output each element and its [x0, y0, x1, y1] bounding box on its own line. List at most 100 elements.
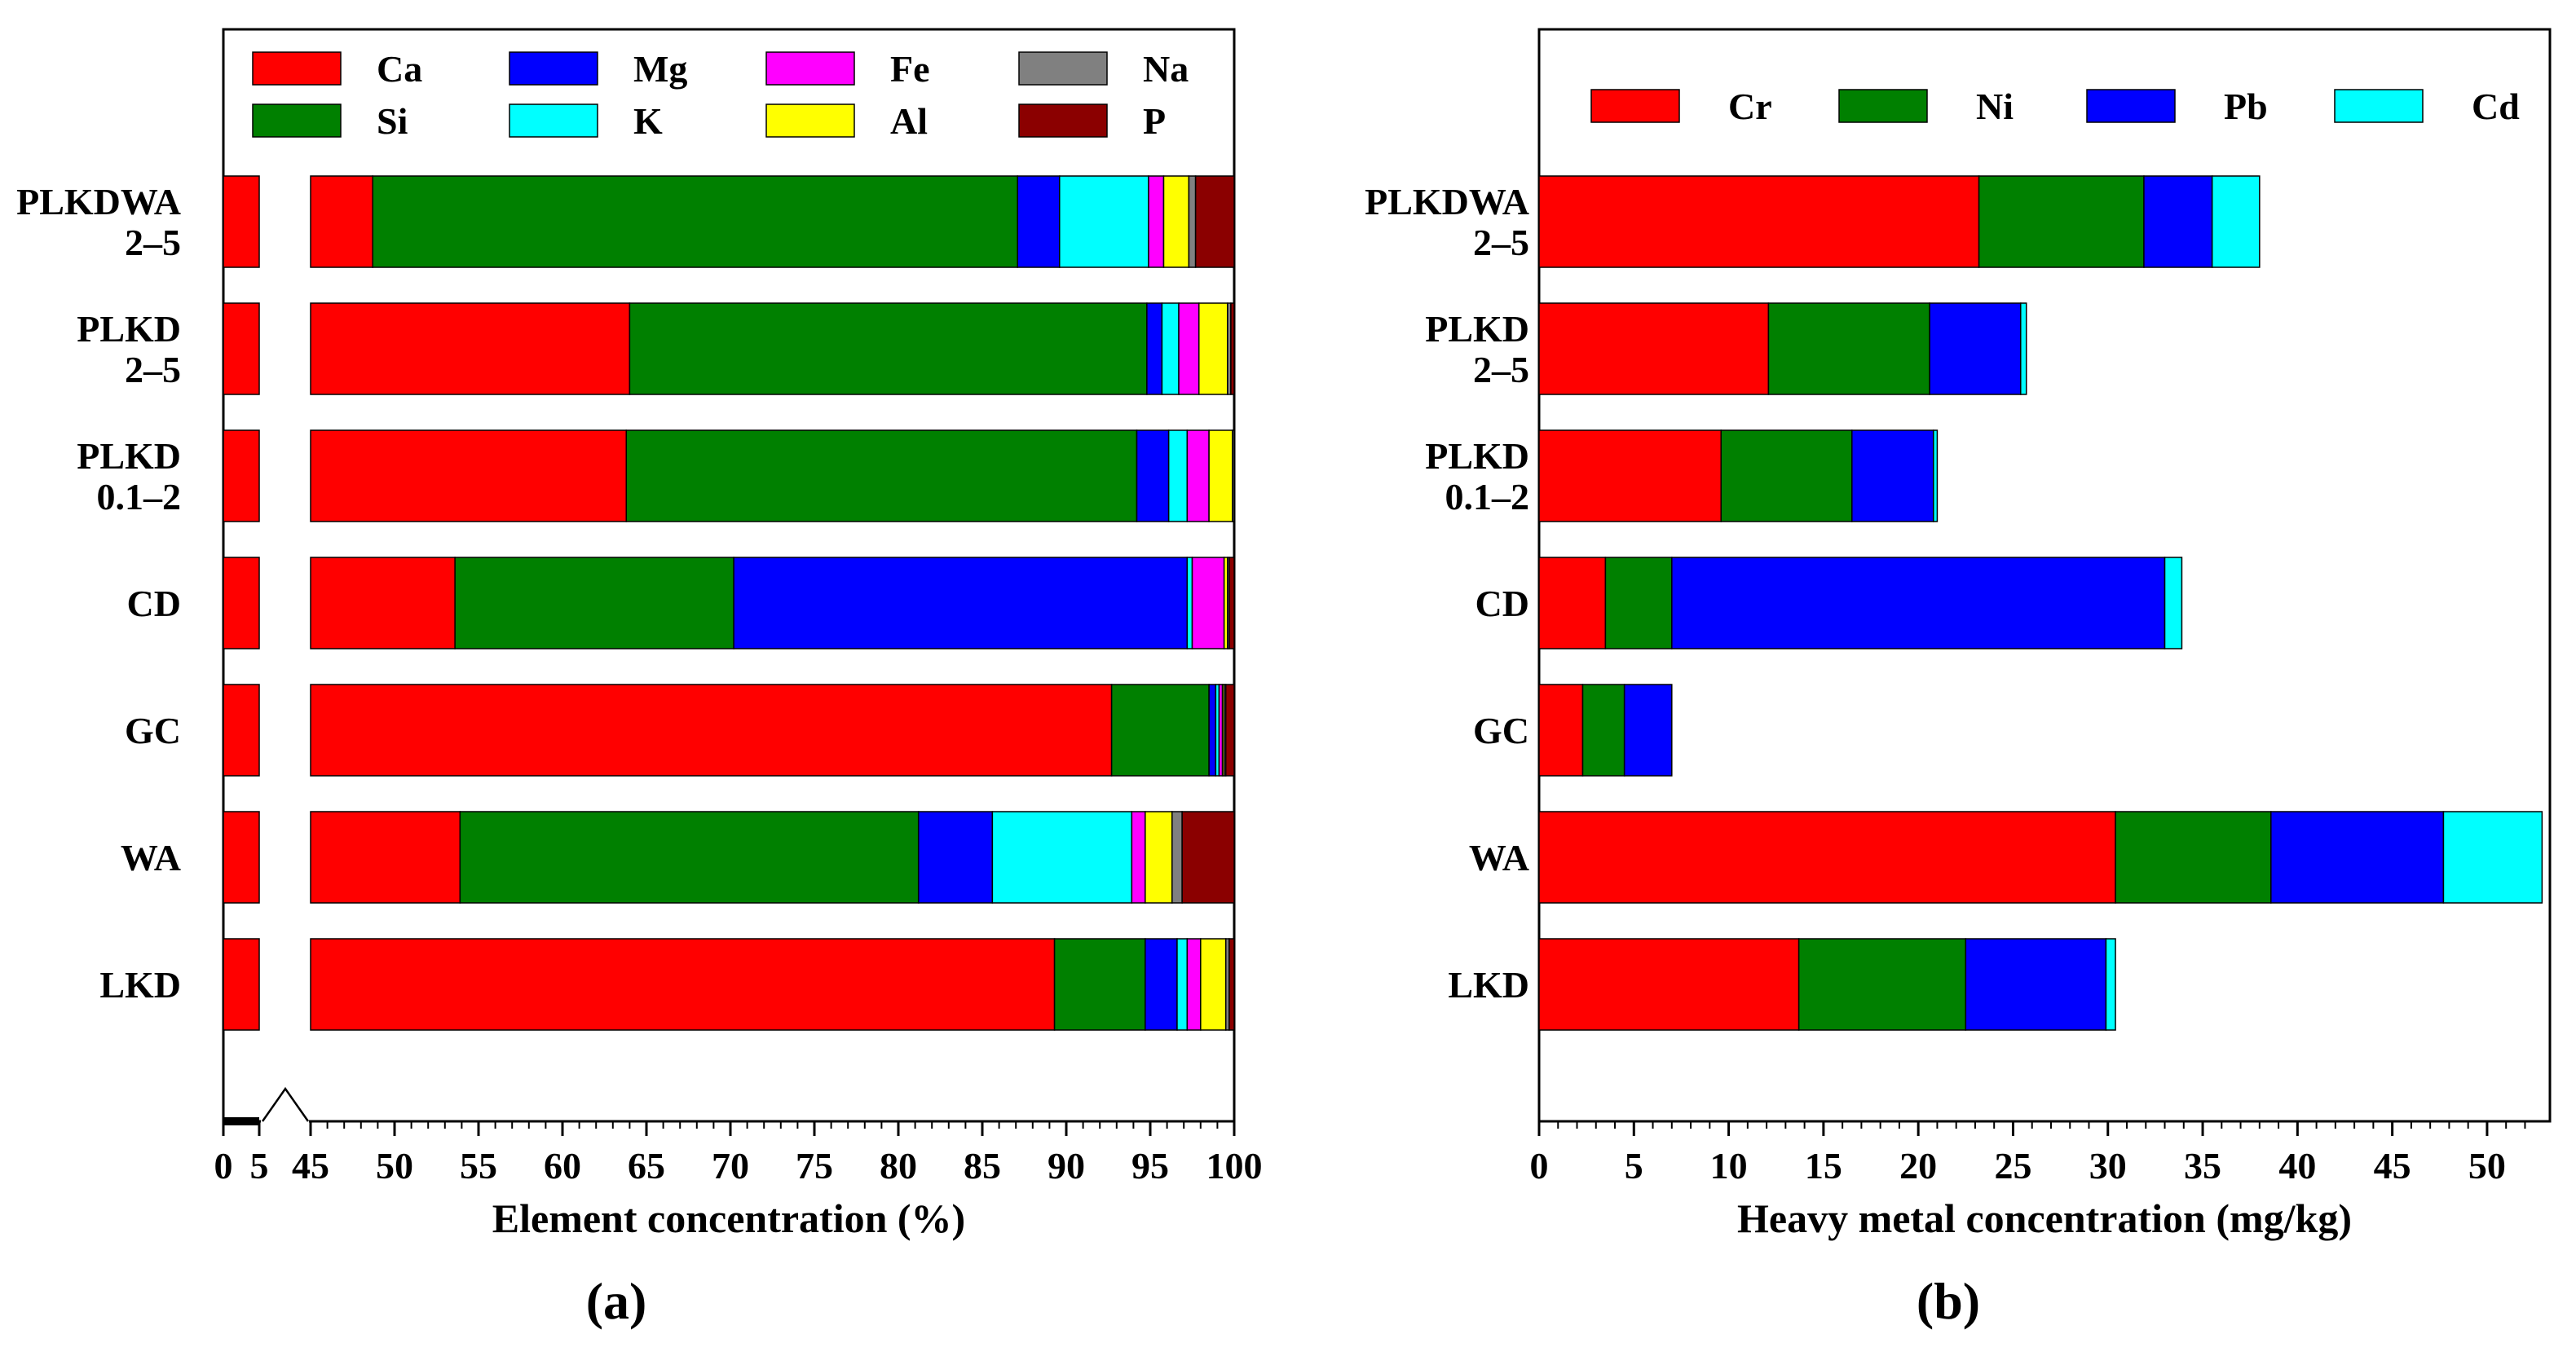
bar-wa-mg: [917, 811, 994, 904]
bar-plkd-2-5-pb: [1929, 302, 2022, 395]
bar-cd-si: [454, 557, 734, 649]
bar-plkdwa-2-5-fe: [1148, 175, 1165, 268]
category-label-lkd: LKD: [99, 964, 181, 1006]
category-label-plkd-2-5-line2: 2–5: [125, 349, 181, 390]
bar-wa-na: [1171, 811, 1183, 904]
bar-wa-ca-left: [223, 811, 260, 904]
bar-gc-mg: [1208, 684, 1217, 777]
bar-plkd-2-5-p: [1230, 302, 1235, 395]
bar-gc-ni: [1581, 684, 1625, 777]
category-label-gc: GC: [1473, 710, 1529, 751]
panel-a-label: (a): [586, 1272, 647, 1330]
category-label-plkd-2-5-line2: 2–5: [1473, 349, 1529, 390]
bar-lkd-ca-left: [223, 938, 260, 1031]
bar-wa-cd: [2442, 811, 2543, 904]
bar-plkd-0-1-2-k: [1167, 429, 1189, 522]
category-label-plkdwa-2-5-line2: 2–5: [125, 222, 181, 263]
bar-lkd-fe: [1186, 938, 1202, 1031]
legend-swatch-pb: [2086, 89, 2176, 123]
bar-cd-pb: [1671, 557, 2166, 649]
x-tick-label-30: 30: [2089, 1145, 2127, 1186]
legend-label-p: P: [1143, 100, 1166, 142]
bar-plkd-2-5-k: [1161, 302, 1180, 395]
category-label-cd: CD: [1475, 583, 1529, 624]
bar-plkd-2-5-ca-left: [223, 302, 260, 395]
bar-wa-ni: [2115, 811, 2272, 904]
legend-label-ca: Ca: [377, 48, 422, 90]
x-tick-label-70: 70: [712, 1145, 749, 1186]
bar-plkd-0-1-2-fe: [1186, 429, 1210, 522]
legend-swatch-p: [1018, 103, 1108, 138]
bar-plkdwa-2-5-k: [1059, 175, 1149, 268]
x-tick-label-80: 80: [880, 1145, 917, 1186]
x-axis-label: Heavy metal concentration (mg/kg): [1737, 1195, 2352, 1241]
x-tick-label-90: 90: [1048, 1145, 1085, 1186]
bar-plkd-0-1-2-si: [625, 429, 1138, 522]
bar-cd-k: [1186, 557, 1193, 649]
panel-b-label: (b): [1917, 1272, 1980, 1330]
category-label-plkd-0-1-2: PLKD: [77, 435, 181, 477]
category-label-plkd-2-5: PLKD: [1425, 308, 1529, 350]
x-tick-label-15: 15: [1805, 1145, 1842, 1186]
x-tick-label-35: 35: [2184, 1145, 2221, 1186]
legend-swatch-cd: [2334, 89, 2424, 123]
category-label-cd: CD: [127, 583, 181, 624]
bar-gc-ca-left: [223, 684, 260, 777]
x-tick-label-0: 0: [214, 1145, 233, 1186]
legend-label-pb: Pb: [2224, 86, 2268, 127]
category-label-wa: WA: [121, 837, 181, 878]
bar-plkd-2-5-ni: [1767, 302, 1930, 395]
x-tick-label-95: 95: [1131, 1145, 1169, 1186]
bar-plkd-2-5-cd: [2020, 302, 2027, 395]
x-tick-label-100: 100: [1206, 1145, 1263, 1186]
bar-wa-fe: [1131, 811, 1146, 904]
bar-cd-cr: [1538, 557, 1607, 649]
axis-break-bar: [223, 1117, 259, 1125]
bar-cd-ca-left: [223, 557, 260, 649]
x-tick-label-25: 25: [1994, 1145, 2031, 1186]
bar-cd-mg: [733, 557, 1189, 649]
legend-swatch-ni: [1838, 89, 1928, 123]
x-tick-label-50: 50: [376, 1145, 413, 1186]
bar-wa-cr: [1538, 811, 2116, 904]
category-label-gc: GC: [125, 710, 181, 751]
bar-wa-si: [459, 811, 920, 904]
bar-plkdwa-2-5-al: [1162, 175, 1190, 268]
category-label-lkd: LKD: [1448, 964, 1529, 1006]
bar-plkd-0-1-2-na: [1232, 429, 1235, 522]
x-tick-label-20: 20: [1899, 1145, 1937, 1186]
bar-plkdwa-2-5-pb: [2143, 175, 2213, 268]
bar-lkd-si: [1053, 938, 1146, 1031]
bar-plkd-0-1-2-ca-left: [223, 429, 260, 522]
bar-cd-fe: [1191, 557, 1225, 649]
bar-wa-al: [1145, 811, 1173, 904]
bar-lkd-p: [1228, 938, 1235, 1031]
category-label-wa: WA: [1469, 837, 1529, 878]
bar-plkd-0-1-2-cr: [1538, 429, 1722, 522]
bar-plkd-0-1-2-al: [1208, 429, 1233, 522]
bar-plkd-2-5-ca: [310, 302, 631, 395]
bar-plkd-2-5-si: [629, 302, 1148, 395]
bar-lkd-pb: [1965, 938, 2107, 1031]
x-tick-label-5: 5: [1625, 1145, 1643, 1186]
category-label-plkdwa-2-5-line2: 2–5: [1473, 222, 1529, 263]
bar-plkdwa-2-5-cr: [1538, 175, 1980, 268]
legend-label-cr: Cr: [1728, 86, 1772, 127]
bar-cd-p: [1228, 557, 1235, 649]
bar-wa-k: [991, 811, 1133, 904]
bar-plkd-2-5-cr: [1538, 302, 1770, 395]
bar-plkdwa-2-5-ni: [1978, 175, 2145, 268]
category-label-plkdwa-2-5: PLKDWA: [1365, 181, 1529, 222]
bar-lkd-al: [1200, 938, 1227, 1031]
x-tick-label-40: 40: [2278, 1145, 2316, 1186]
legend-label-na: Na: [1143, 48, 1189, 90]
x-tick-label-55: 55: [460, 1145, 497, 1186]
category-label-plkd-0-1-2: PLKD: [1425, 435, 1529, 477]
x-tick-label-75: 75: [796, 1145, 833, 1186]
x-axis-label: Element concentration (%): [492, 1195, 965, 1241]
bar-gc-cr: [1538, 684, 1584, 777]
bar-lkd-mg: [1145, 938, 1178, 1031]
x-tick-label-45: 45: [2374, 1145, 2411, 1186]
legend-swatch-na: [1018, 51, 1108, 86]
